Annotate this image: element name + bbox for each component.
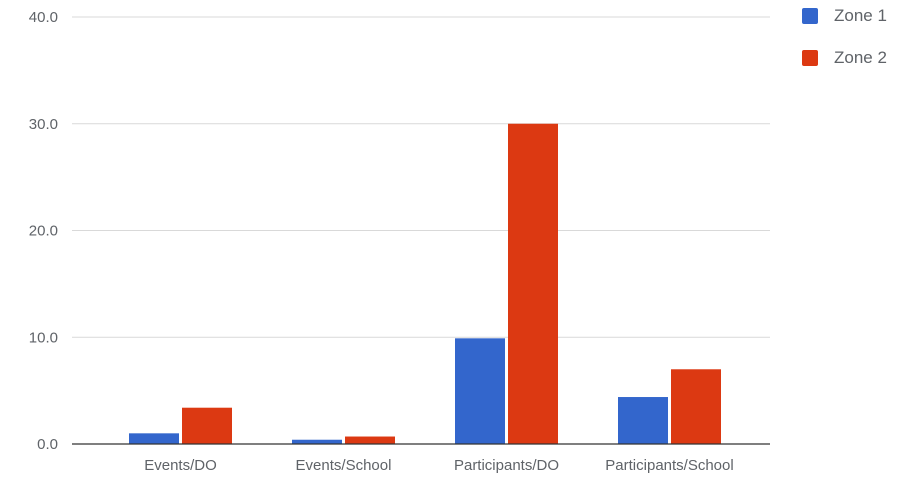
x-tick-label: Events/DO	[144, 457, 217, 474]
legend-item-zone-1: Zone 1	[802, 6, 887, 26]
x-tick-label: Participants/DO	[454, 457, 559, 474]
bar	[671, 369, 721, 444]
legend-label-zone-1: Zone 1	[834, 6, 887, 25]
y-tick-label: 10.0	[29, 329, 58, 346]
bar	[508, 123, 558, 444]
gridlines	[72, 16, 770, 338]
bar	[129, 433, 179, 444]
bars	[129, 123, 721, 444]
legend: Zone 1 Zone 2	[802, 6, 887, 90]
bar	[618, 397, 668, 444]
legend-swatch-zone-1	[802, 8, 818, 24]
legend-swatch-zone-2	[802, 50, 818, 66]
y-tick-label: 30.0	[29, 116, 58, 133]
y-tick-label: 0.0	[37, 436, 58, 453]
axis-labels: 0.0 10.0 20.0 30.0 40.0 Events/DO Events/Schoo…	[29, 9, 734, 474]
legend-label-zone-2: Zone 2	[834, 48, 887, 67]
bar	[292, 439, 342, 444]
bar	[345, 436, 395, 444]
x-tick-label: Events/School	[296, 457, 392, 474]
y-tick-label: 20.0	[29, 223, 58, 240]
bar	[455, 338, 505, 444]
x-tick-label: Participants/School	[605, 457, 733, 474]
y-tick-label: 40.0	[29, 9, 58, 26]
legend-item-zone-2: Zone 2	[802, 48, 887, 68]
bar	[182, 407, 232, 444]
